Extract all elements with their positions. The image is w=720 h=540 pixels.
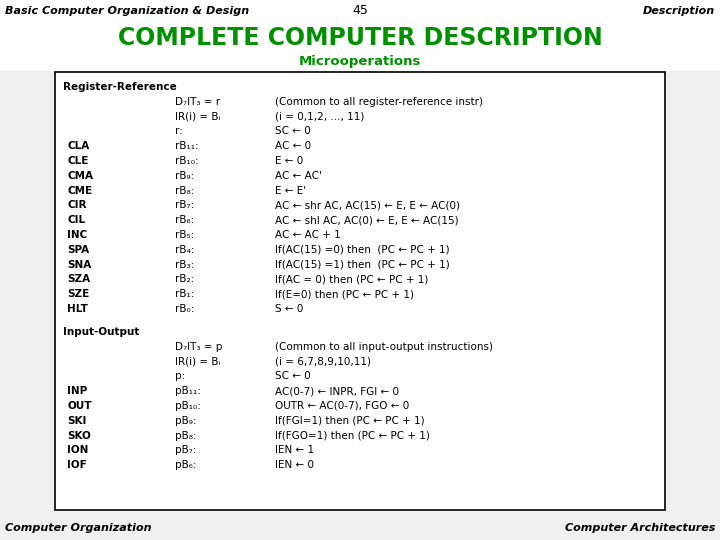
Bar [0, 23, 720, 70]
Text: rB₁₁:: rB₁₁: [175, 141, 199, 151]
Text: pB₈:: pB₈: [175, 430, 197, 441]
Text: rB₁₀:: rB₁₀: [175, 156, 199, 166]
Text: CIL: CIL [67, 215, 85, 225]
Text: r:: r: [175, 126, 183, 137]
Text: INC: INC [67, 230, 87, 240]
Text: SC ← 0: SC ← 0 [275, 372, 311, 381]
Text: SPA: SPA [67, 245, 89, 255]
Text: CLE: CLE [67, 156, 89, 166]
Bar [55, 72, 665, 510]
Text: Description: Description [643, 6, 715, 16]
Text: rB₉:: rB₉: [175, 171, 194, 181]
Text: If(FGI=1) then (PC ← PC + 1): If(FGI=1) then (PC ← PC + 1) [275, 416, 425, 426]
Text: CIR: CIR [67, 200, 86, 211]
Text: IEN ← 0: IEN ← 0 [275, 460, 314, 470]
Text: IEN ← 1: IEN ← 1 [275, 446, 314, 455]
Text: pB₁₁:: pB₁₁: [175, 386, 201, 396]
Text: ION: ION [67, 446, 89, 455]
Text: p:: p: [175, 372, 185, 381]
Text: IOF: IOF [67, 460, 86, 470]
Text: If(FGO=1) then (PC ← PC + 1): If(FGO=1) then (PC ← PC + 1) [275, 430, 430, 441]
Text: SKO: SKO [67, 430, 91, 441]
Text: pB₉:: pB₉: [175, 416, 197, 426]
Text: IR(i) = Bᵢ: IR(i) = Bᵢ [175, 356, 220, 367]
Text: Microoperations: Microoperations [299, 55, 421, 68]
Text: AC ← AC': AC ← AC' [275, 171, 322, 181]
Bar [0, 0, 720, 23]
Text: Computer Organization: Computer Organization [5, 523, 151, 533]
Text: pB₁₀:: pB₁₀: [175, 401, 201, 411]
Text: rB₁:: rB₁: [175, 289, 194, 299]
Text: AC ← AC + 1: AC ← AC + 1 [275, 230, 341, 240]
Text: INP: INP [67, 386, 87, 396]
Text: rB₈:: rB₈: [175, 186, 194, 195]
Text: S ← 0: S ← 0 [275, 304, 303, 314]
Text: AC ← shr AC, AC(15) ← E, E ← AC(0): AC ← shr AC, AC(15) ← E, E ← AC(0) [275, 200, 460, 211]
Text: D₇IT₃ = r: D₇IT₃ = r [175, 97, 220, 107]
Text: SKI: SKI [67, 416, 86, 426]
Text: AC ← shl AC, AC(0) ← E, E ← AC(15): AC ← shl AC, AC(0) ← E, E ← AC(15) [275, 215, 459, 225]
Text: AC ← 0: AC ← 0 [275, 141, 311, 151]
Text: SZE: SZE [67, 289, 89, 299]
Text: COMPLETE COMPUTER DESCRIPTION: COMPLETE COMPUTER DESCRIPTION [117, 26, 603, 50]
Text: IR(i) = Bᵢ: IR(i) = Bᵢ [175, 112, 220, 122]
Text: If(AC(15) =1) then  (PC ← PC + 1): If(AC(15) =1) then (PC ← PC + 1) [275, 260, 450, 269]
Text: If(AC(15) =0) then  (PC ← PC + 1): If(AC(15) =0) then (PC ← PC + 1) [275, 245, 449, 255]
Text: OUTR ← AC(0-7), FGO ← 0: OUTR ← AC(0-7), FGO ← 0 [275, 401, 409, 411]
Text: rB₂:: rB₂: [175, 274, 194, 285]
Text: (Common to all register-reference instr): (Common to all register-reference instr) [275, 97, 483, 107]
Text: SZA: SZA [67, 274, 90, 285]
Text: HLT: HLT [67, 304, 88, 314]
Text: CME: CME [67, 186, 92, 195]
Text: If(E=0) then (PC ← PC + 1): If(E=0) then (PC ← PC + 1) [275, 289, 414, 299]
Text: SNA: SNA [67, 260, 91, 269]
Text: rB₃:: rB₃: [175, 260, 194, 269]
Text: D₇IT₃ = p: D₇IT₃ = p [175, 342, 222, 352]
Text: (Common to all input-output instructions): (Common to all input-output instructions… [275, 342, 493, 352]
Text: rB₀:: rB₀: [175, 304, 194, 314]
Text: If(AC = 0) then (PC ← PC + 1): If(AC = 0) then (PC ← PC + 1) [275, 274, 428, 285]
Text: (i = 6,7,8,9,10,11): (i = 6,7,8,9,10,11) [275, 356, 371, 367]
Text: rB₅:: rB₅: [175, 230, 194, 240]
Text: Computer Architectures: Computer Architectures [564, 523, 715, 533]
Text: rB₇:: rB₇: [175, 200, 194, 211]
Text: SC ← 0: SC ← 0 [275, 126, 311, 137]
Text: OUT: OUT [67, 401, 91, 411]
Text: pB₇:: pB₇: [175, 446, 197, 455]
Text: Register-Reference: Register-Reference [63, 82, 176, 92]
Text: pB₆:: pB₆: [175, 460, 197, 470]
Text: (i = 0,1,2, ..., 11): (i = 0,1,2, ..., 11) [275, 112, 364, 122]
Text: Input-Output: Input-Output [63, 327, 140, 337]
Text: E ← E': E ← E' [275, 186, 306, 195]
Text: CMA: CMA [67, 171, 93, 181]
Text: CLA: CLA [67, 141, 89, 151]
Text: 45: 45 [352, 4, 368, 17]
Text: rB₆:: rB₆: [175, 215, 194, 225]
Text: Basic Computer Organization & Design: Basic Computer Organization & Design [5, 6, 249, 16]
Text: rB₄:: rB₄: [175, 245, 194, 255]
Text: E ← 0: E ← 0 [275, 156, 303, 166]
Text: AC(0-7) ← INPR, FGI ← 0: AC(0-7) ← INPR, FGI ← 0 [275, 386, 399, 396]
